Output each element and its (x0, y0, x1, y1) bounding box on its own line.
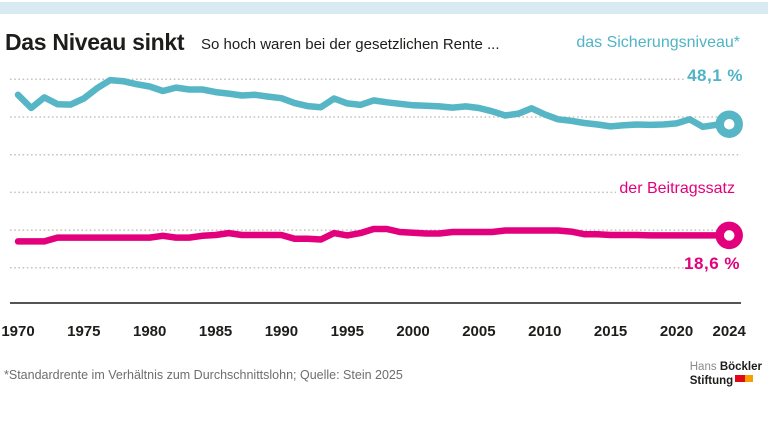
end-marker-beitragssatz (715, 221, 743, 250)
chart-subtitle: So hoch waren bei der gesetzlichen Rente… (201, 36, 500, 53)
end-marker-sicherungsniveau (715, 110, 743, 138)
logo-flag-icon (735, 374, 754, 382)
logo-line2: Stiftung (689, 374, 734, 387)
end-value-sicherungsniveau: 48,1 % (687, 66, 743, 85)
page-title: Das Niveau sinkt (5, 29, 185, 55)
series-line-beitragssatz (14, 225, 733, 245)
hbs-logo: Hans Böckler Stiftung (690, 361, 762, 389)
end-value-beitragssatz: 18,6 % (684, 254, 740, 273)
top-accent-bar (0, 2, 768, 14)
logo-name-bold: Böckler (719, 361, 762, 373)
logo-name-light: Hans (689, 361, 717, 373)
source-note: *Standardrente im Verhältnis zum Durchsc… (4, 368, 403, 382)
series-label-sicherungsniveau: das Sicherungsniveau* (576, 34, 740, 51)
series-line-sicherungsniveau (14, 76, 733, 131)
series-label-beitragssatz: der Beitragssatz (619, 180, 735, 197)
